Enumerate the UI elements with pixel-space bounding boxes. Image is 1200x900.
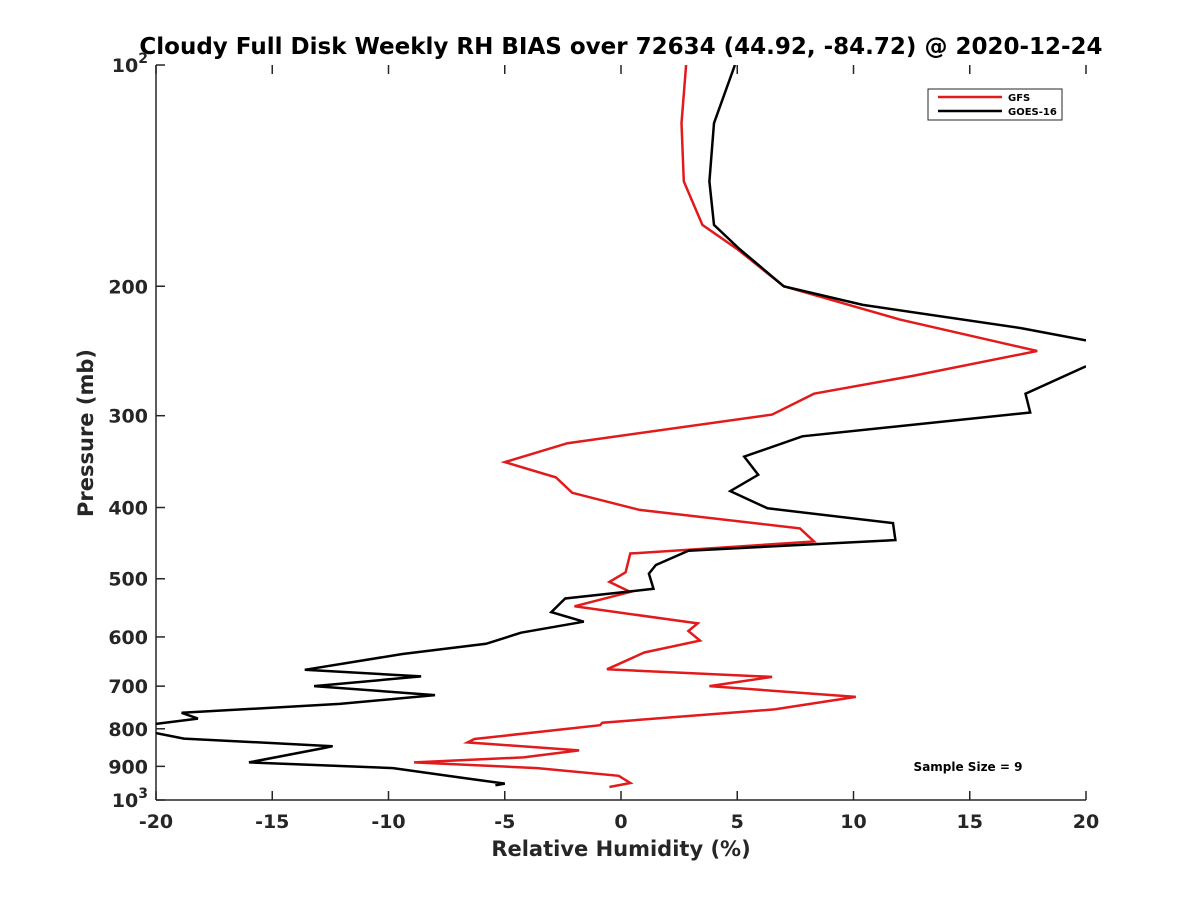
x-tick-label: 10 (840, 811, 866, 833)
y-tick-label-base: 10 (112, 55, 138, 77)
legend-label-gfs: GFS (1008, 93, 1030, 104)
x-axis-label: Relative Humidity (%) (491, 837, 750, 861)
y-tick-label: 900 (108, 756, 148, 778)
y-tick-label: 500 (108, 569, 148, 591)
x-tick-label: -20 (139, 811, 173, 833)
series-line-gfs (414, 65, 1038, 789)
x-tick-label: -10 (371, 811, 405, 833)
y-tick-label-base: 700 (108, 676, 148, 698)
y-tick-label-base: 400 (108, 498, 148, 520)
legend: GFS GOES-16 (927, 88, 1063, 121)
series-layer (156, 65, 1086, 789)
y-tick-label-base: 300 (108, 406, 148, 428)
y-tick-label: 200 (108, 276, 148, 298)
legend-box (927, 88, 1063, 121)
x-ticks: -20 -15 -10 -5 0 5 10 15 20 (139, 65, 1099, 833)
y-tick-label: 800 (108, 719, 148, 741)
legend-label-goes16: GOES-16 (1008, 107, 1057, 118)
x-tick-label: -5 (494, 811, 515, 833)
y-tick-label-base: 800 (108, 719, 148, 741)
series-line-goes16 (156, 65, 1086, 787)
y-tick-label-base: 600 (108, 627, 148, 649)
y-tick-label: 102 (112, 51, 148, 77)
x-tick-label: 5 (731, 811, 744, 833)
y-tick-label: 600 (108, 627, 148, 649)
axes (155, 65, 1086, 801)
sample-size-annotation: Sample Size = 9 (914, 760, 1023, 774)
x-tick-label: 15 (957, 811, 983, 833)
y-tick-label-base: 500 (108, 569, 148, 591)
y-tick-label-base: 10 (112, 790, 138, 812)
y-tick-label: 700 (108, 676, 148, 698)
y-tick-label-base: 900 (108, 756, 148, 778)
y-tick-label-exponent: 3 (138, 786, 148, 802)
y-tick-label: 103 (112, 786, 148, 812)
chart-title: Cloudy Full Disk Weekly RH BIAS over 726… (139, 34, 1102, 60)
x-tick-label: 20 (1073, 811, 1099, 833)
y-tick-label-exponent: 2 (138, 51, 148, 67)
x-tick-label: -15 (255, 811, 289, 833)
y-tick-label: 400 (108, 498, 148, 520)
x-tick-label: 0 (614, 811, 627, 833)
y-axis-label: Pressure (mb) (74, 349, 98, 517)
y-tick-label: 300 (108, 406, 148, 428)
y-tick-label-base: 200 (108, 276, 148, 298)
